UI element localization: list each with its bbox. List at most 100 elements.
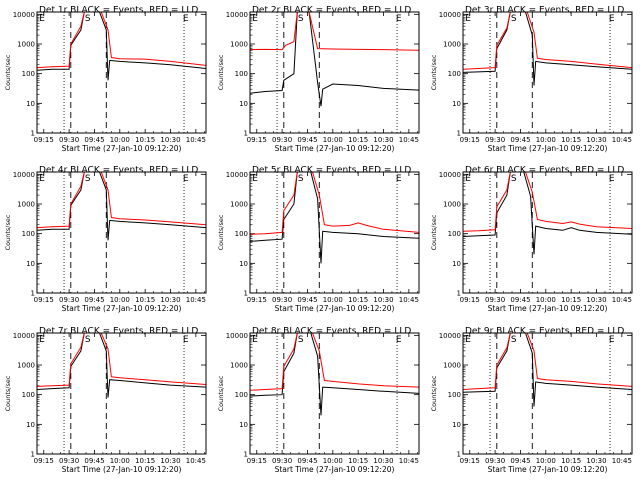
detector-panel-7: 1 10 100 1000 10000 09:15 09:30 09:45 10:00 10:15… <box>4 327 207 474</box>
interval-marker-label: E <box>609 14 615 24</box>
x-tick-label: 09:15 <box>34 457 54 465</box>
x-tick-label: 09:30 <box>59 457 79 465</box>
y-tick-label: 1 <box>457 451 461 459</box>
x-tick-label: 10:15 <box>135 457 155 465</box>
interval-marker-label: E <box>465 14 471 24</box>
x-tick-label: 10:45 <box>612 457 632 465</box>
x-tick-label: 10:45 <box>612 136 632 144</box>
y-tick-label: 10000 <box>13 332 35 340</box>
x-tick-label: 09:45 <box>510 296 530 304</box>
y-tick-label: 10 <box>239 421 248 429</box>
x-tick-label: 10:30 <box>373 296 393 304</box>
detector-panel-6: 1 10 100 1000 10000 09:15 09:30 09:45 10:00 10:15… <box>430 166 633 313</box>
y-tick-label: 1 <box>457 130 461 138</box>
series-line-red <box>37 333 206 387</box>
plot-frame <box>36 171 207 294</box>
series-line-black <box>463 172 632 255</box>
plot-frame <box>249 11 420 134</box>
plot-frame <box>462 11 633 134</box>
y-axis-label: Counts/sec <box>430 375 438 411</box>
y-axis-label: Counts/sec <box>430 214 438 250</box>
y-tick-label: 1 <box>31 130 35 138</box>
x-tick-label: 09:15 <box>34 136 54 144</box>
interval-marker-label: E <box>183 14 189 24</box>
interval-marker-label: S <box>511 174 517 184</box>
interval-marker-label: E <box>252 174 258 184</box>
series-line-black <box>37 172 206 241</box>
y-tick-label: 10 <box>239 260 248 268</box>
x-tick-label: 09:15 <box>247 457 267 465</box>
x-tick-label: 09:45 <box>510 457 530 465</box>
x-tick-label: 09:30 <box>485 136 505 144</box>
series-line-red <box>250 333 419 391</box>
y-tick-label: 100 <box>235 391 248 399</box>
x-axis-label: Start Time (27-Jan-10 09:12:20) <box>62 304 182 313</box>
x-tick-label: 10:45 <box>186 296 206 304</box>
y-tick-label: 10 <box>26 421 35 429</box>
x-tick-label: 10:15 <box>135 296 155 304</box>
interval-marker-label: S <box>85 174 91 184</box>
interval-marker-label: E <box>183 335 189 345</box>
x-tick-label: 10:15 <box>561 457 581 465</box>
x-tick-label: 09:15 <box>460 296 480 304</box>
x-axis-label: Start Time (27-Jan-10 09:12:20) <box>275 465 395 474</box>
panel-title: Det 3r BLACK = Events, RED = LLD <box>465 6 624 16</box>
y-axis-label: Counts/sec <box>4 375 12 411</box>
detector-panel-2: 1 10 100 1000 10000 09:15 09:30 09:45 10:00 10:15… <box>217 6 420 153</box>
x-tick-label: 10:30 <box>373 457 393 465</box>
panel-title: Det 7r BLACK = Events, RED = LLD <box>39 327 198 337</box>
plot-frame <box>462 171 633 294</box>
y-tick-label: 1000 <box>443 362 461 370</box>
panel-title: Det 8r BLACK = Events, RED = LLD <box>252 327 411 337</box>
y-tick-label: 100 <box>448 70 461 78</box>
interval-marker-label: S <box>511 335 517 345</box>
x-tick-label: 09:15 <box>460 136 480 144</box>
x-tick-label: 09:30 <box>272 296 292 304</box>
x-tick-label: 09:45 <box>84 457 104 465</box>
y-tick-label: 10 <box>452 260 461 268</box>
x-tick-label: 10:00 <box>110 457 130 465</box>
interval-marker-label: E <box>39 335 45 345</box>
interval-marker-label: E <box>396 14 402 24</box>
x-tick-label: 10:15 <box>561 296 581 304</box>
y-tick-label: 1000 <box>230 201 248 209</box>
x-tick-label: 10:30 <box>160 296 180 304</box>
y-tick-label: 100 <box>22 391 35 399</box>
y-tick-label: 1 <box>244 130 248 138</box>
x-tick-label: 10:15 <box>135 136 155 144</box>
y-tick-label: 10000 <box>226 332 248 340</box>
series-line-black <box>250 12 419 107</box>
series-line-red <box>463 172 632 232</box>
x-tick-label: 09:45 <box>297 457 317 465</box>
x-tick-label: 10:00 <box>110 136 130 144</box>
x-tick-label: 10:15 <box>348 296 368 304</box>
x-tick-label: 10:00 <box>536 296 556 304</box>
interval-marker-label: E <box>609 174 615 184</box>
series-line-red <box>250 12 419 51</box>
interval-marker-label: E <box>252 14 258 24</box>
detector-panel-8: 1 10 100 1000 10000 09:15 09:30 09:45 10:00 10:15… <box>217 327 420 474</box>
y-tick-label: 10000 <box>439 171 461 179</box>
x-axis-label: Start Time (27-Jan-10 09:12:20) <box>62 465 182 474</box>
interval-marker-label: E <box>39 174 45 184</box>
interval-marker-label: E <box>465 335 471 345</box>
x-tick-label: 10:15 <box>348 136 368 144</box>
x-tick-label: 10:45 <box>186 136 206 144</box>
y-tick-label: 1000 <box>17 362 35 370</box>
y-tick-label: 100 <box>448 230 461 238</box>
interval-marker-label: E <box>396 174 402 184</box>
y-tick-label: 1000 <box>17 41 35 49</box>
y-tick-label: 10000 <box>226 11 248 19</box>
interval-marker-label: S <box>298 14 304 24</box>
x-tick-label: 10:45 <box>186 457 206 465</box>
y-tick-label: 10 <box>26 260 35 268</box>
y-axis-label: Counts/sec <box>217 54 225 90</box>
y-tick-label: 1000 <box>230 41 248 49</box>
x-tick-label: 10:00 <box>323 136 343 144</box>
x-tick-label: 09:30 <box>485 457 505 465</box>
series-line-black <box>463 12 632 86</box>
y-tick-label: 1 <box>244 290 248 298</box>
y-tick-label: 10 <box>239 100 248 108</box>
interval-marker-label: S <box>85 14 91 24</box>
panel-title: Det 2r BLACK = Events, RED = LLD <box>252 6 411 16</box>
